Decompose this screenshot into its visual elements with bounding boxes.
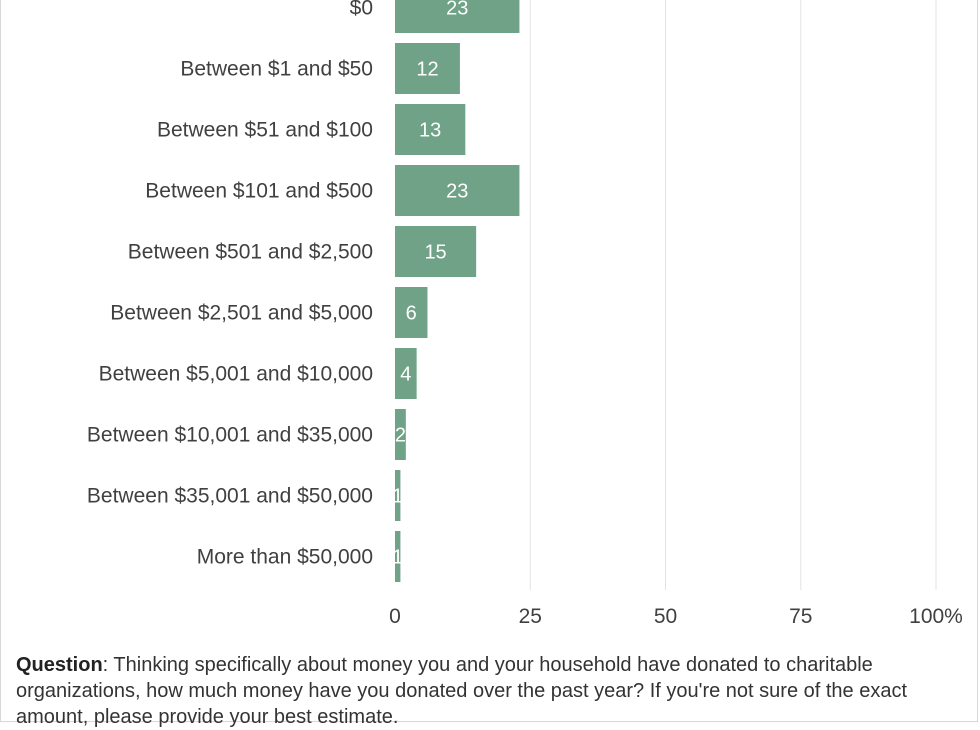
category-label: Between $1 and $50	[180, 58, 373, 81]
x-tick-label: 50	[654, 605, 677, 628]
bar	[395, 43, 460, 94]
bar	[395, 226, 477, 277]
x-tick-label: 75	[789, 605, 812, 628]
x-tick-label: 100%	[909, 605, 963, 628]
bar-chart: $0 Between $1 and $50 Between $51 and $100…	[87, 0, 963, 628]
value-label: 4	[400, 364, 411, 386]
category-label: Between $501 and $2,500	[128, 241, 373, 264]
category-label: $0	[350, 0, 373, 20]
category-label: Between $35,001 and $50,000	[87, 485, 373, 508]
value-label: 1	[392, 547, 403, 569]
question-lead: Question	[16, 654, 103, 676]
category-label: Between $10,001 and $35,000	[87, 424, 373, 447]
value-label: 23	[446, 0, 468, 20]
bar	[395, 104, 466, 155]
category-label: Between $5,001 and $10,000	[99, 363, 373, 386]
value-label: 6	[406, 303, 417, 325]
bar	[395, 287, 428, 338]
question-note: Question: Thinking specifically about mo…	[16, 652, 966, 730]
value-label: 2	[395, 425, 406, 447]
bar	[395, 470, 401, 521]
x-axis-ticks: 0 25 50 75 100%	[389, 605, 963, 628]
value-label: 23	[446, 181, 468, 203]
category-label: Between $2,501 and $5,000	[110, 302, 373, 325]
x-tick-label: 25	[519, 605, 542, 628]
category-label: Between $101 and $500	[145, 180, 373, 203]
category-label: Between $51 and $100	[157, 119, 373, 142]
bar	[395, 165, 520, 216]
question-text: : Thinking specifically about money you …	[16, 654, 908, 728]
gridlines	[529, 0, 937, 590]
x-tick-label: 0	[389, 605, 401, 628]
bar	[395, 0, 520, 33]
value-label: 15	[424, 242, 446, 264]
value-labels: 23 12 13 23 15 6 4 2 1 1	[392, 0, 468, 569]
value-label: 12	[416, 59, 438, 81]
bar	[395, 409, 406, 460]
value-label: 1	[392, 486, 403, 508]
category-label: More than $50,000	[197, 546, 373, 569]
value-label: 13	[419, 120, 441, 142]
bar	[395, 348, 417, 399]
bars	[395, 0, 520, 582]
category-labels: $0 Between $1 and $50 Between $51 and $100…	[87, 0, 373, 569]
bar	[395, 531, 401, 582]
